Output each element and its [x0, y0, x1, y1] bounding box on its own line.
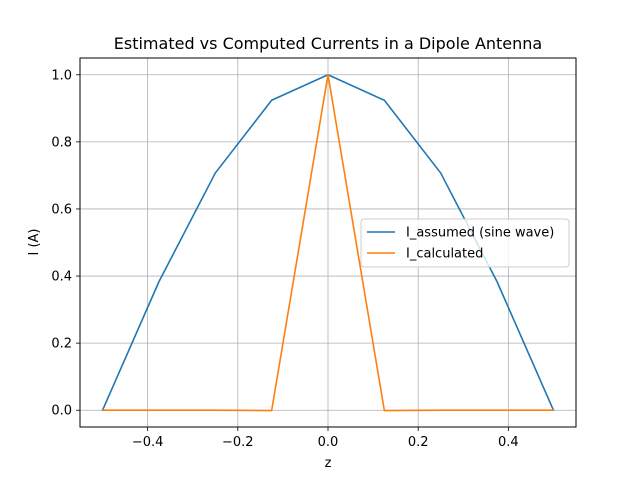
y-tick-label: 0.8	[51, 135, 72, 150]
x-axis-label: z	[325, 456, 332, 471]
series-line-2	[101, 73, 555, 412]
legend-label-1: I_assumed (sine wave)	[406, 226, 554, 241]
y-tick-label: 0.6	[51, 202, 72, 217]
x-tick-label: 0.4	[498, 435, 519, 450]
y-tick-label: 0.4	[51, 270, 72, 285]
x-tick-label: 0.0	[318, 435, 339, 450]
ticks: −0.4 −0.2 0.0 0.2 0.4 0.0 0.2 0.4 0.6 0.8 1.0	[51, 68, 518, 450]
y-tick-label: 1.0	[51, 68, 72, 83]
legend-label-2: I_calculated	[406, 247, 483, 262]
x-tick-label: −0.4	[132, 435, 164, 450]
x-tick-label: 0.2	[408, 435, 429, 450]
y-tick-label: 0.0	[51, 404, 72, 419]
x-tick-label: −0.2	[222, 435, 254, 450]
legend-box	[360, 218, 570, 268]
y-tick-label: 0.2	[51, 337, 72, 352]
y-axis-label: I (A)	[27, 228, 42, 255]
legend: I_assumed (sine wave) I_calculated	[360, 218, 570, 268]
chart-title: Estimated vs Computed Currents in a Dipo…	[114, 34, 542, 53]
